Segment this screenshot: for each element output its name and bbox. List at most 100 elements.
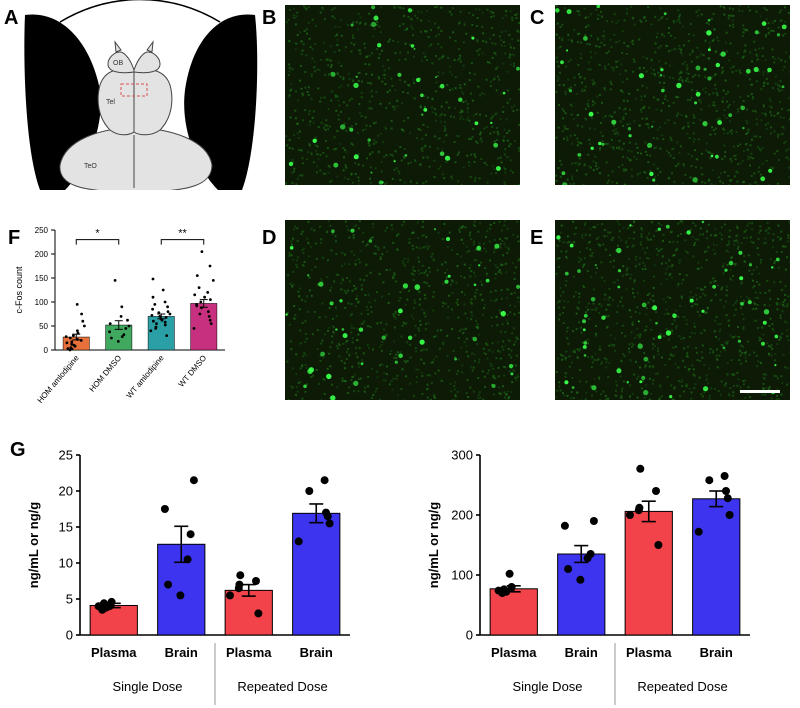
texture-speck [589, 234, 591, 237]
texture-speck [354, 288, 357, 290]
texture-speck [339, 75, 342, 78]
texture-speck [588, 138, 591, 141]
texture-speck [380, 321, 382, 324]
texture-speck [575, 312, 578, 315]
texture-speck [329, 125, 332, 128]
texture-speck [653, 337, 656, 340]
texture-speck [788, 118, 790, 121]
texture-speck [421, 225, 424, 228]
texture-speck [640, 243, 642, 246]
texture-speck [381, 140, 384, 143]
texture-speck [400, 335, 403, 338]
texture-speck [747, 340, 750, 343]
texture-speck [572, 330, 575, 333]
texture-speck [618, 139, 621, 142]
texture-speck [739, 350, 742, 353]
texture-speck [671, 322, 674, 325]
texture-speck [343, 123, 346, 126]
cfos-spot [341, 328, 345, 331]
texture-speck [328, 306, 331, 309]
texture-speck [378, 273, 381, 275]
texture-speck [762, 373, 765, 376]
texture-speck [369, 166, 372, 169]
texture-speck [688, 368, 691, 370]
texture-speck [451, 7, 454, 10]
texture-speck [729, 158, 731, 161]
texture-speck [714, 73, 717, 76]
texture-speck [561, 108, 564, 110]
texture-speck [470, 270, 473, 272]
texture-speck [727, 184, 730, 185]
cfos-spot [330, 395, 336, 400]
texture-speck [659, 45, 662, 48]
texture-speck [787, 148, 790, 150]
texture-speck [628, 343, 631, 346]
texture-speck [787, 234, 790, 237]
texture-speck [734, 158, 737, 160]
texture-speck [760, 119, 763, 122]
texture-speck [485, 342, 488, 345]
texture-speck [468, 164, 471, 167]
texture-speck [430, 361, 433, 364]
texture-speck [581, 81, 583, 84]
texture-speck [588, 317, 591, 320]
cfos-spot [707, 76, 712, 81]
texture-speck [367, 375, 370, 378]
texture-speck [719, 232, 722, 234]
texture-speck [356, 356, 359, 359]
texture-speck [402, 14, 405, 17]
texture-speck [334, 240, 337, 243]
cfos-spot [742, 126, 745, 130]
texture-speck [647, 301, 650, 304]
texture-speck [770, 29, 773, 32]
texture-speck [357, 79, 360, 82]
texture-speck [493, 238, 496, 241]
texture-speck [681, 80, 684, 83]
texture-speck [477, 377, 480, 380]
texture-speck [442, 341, 445, 344]
texture-speck [773, 152, 776, 155]
texture-speck [735, 170, 738, 173]
texture-speck [369, 177, 372, 180]
texture-speck [314, 136, 317, 139]
texture-speck [768, 304, 771, 307]
texture-speck [704, 294, 707, 297]
texture-speck [659, 385, 662, 388]
micrograph-c [555, 5, 790, 185]
texture-speck [729, 268, 732, 271]
texture-speck [385, 333, 388, 336]
texture-speck [622, 117, 625, 120]
texture-speck [779, 303, 782, 306]
texture-speck [786, 321, 789, 324]
texture-speck [579, 52, 582, 55]
texture-speck [786, 240, 789, 243]
texture-speck [380, 170, 383, 173]
texture-speck [598, 93, 601, 96]
texture-speck [687, 98, 689, 101]
texture-speck [501, 264, 504, 266]
texture-speck [617, 165, 620, 168]
texture-speck [414, 159, 417, 162]
texture-speck [600, 276, 603, 279]
texture-speck [626, 77, 629, 80]
texture-speck [616, 322, 618, 325]
texture-speck [338, 86, 341, 89]
cfos-spot [695, 65, 701, 71]
texture-speck [714, 387, 716, 390]
texture-speck [481, 299, 484, 301]
texture-speck [605, 308, 608, 311]
texture-speck [313, 311, 316, 313]
texture-speck [608, 287, 611, 290]
texture-speck [505, 118, 508, 121]
texture-speck [787, 97, 790, 100]
texture-speck [462, 332, 465, 335]
texture-speck [514, 13, 517, 16]
texture-speck [599, 244, 602, 247]
texture-speck [305, 28, 308, 31]
texture-speck [661, 239, 664, 242]
texture-speck [475, 325, 478, 328]
texture-speck [292, 317, 295, 320]
texture-speck [492, 15, 495, 17]
texture-speck [642, 56, 645, 58]
texture-speck [400, 388, 403, 390]
